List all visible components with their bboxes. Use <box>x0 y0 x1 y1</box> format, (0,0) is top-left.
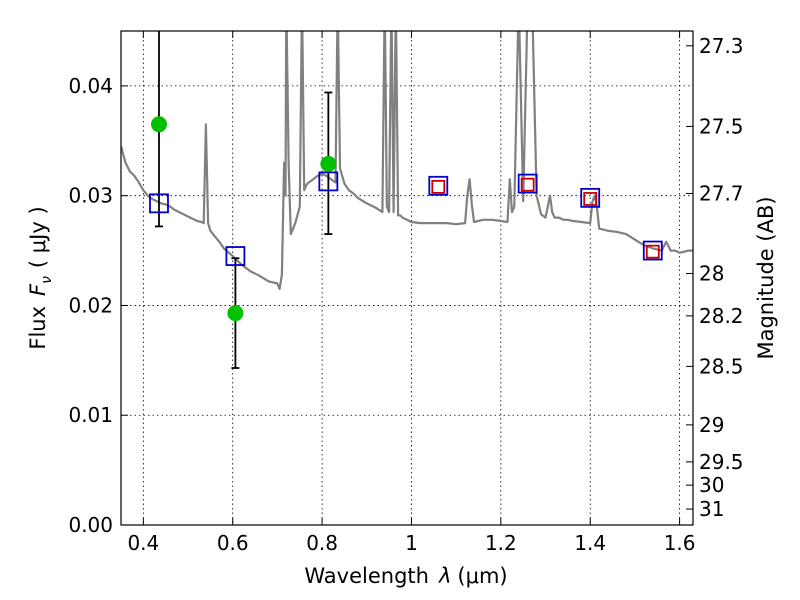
mag-tick-label: 28.5 <box>699 354 744 378</box>
model-flux-square <box>318 171 339 192</box>
mag-tick-label: 29 <box>699 413 724 437</box>
model-flux-square <box>225 246 246 266</box>
x-tick-label: 1.4 <box>574 531 606 555</box>
limit-square <box>520 177 535 192</box>
photometry-point <box>227 305 244 322</box>
mag-tick-label: 31 <box>699 497 724 521</box>
limit-square <box>431 179 446 194</box>
y-tick-label: 0.03 <box>68 184 113 208</box>
model-flux-square <box>149 193 169 214</box>
x-tick-label: 1.6 <box>664 531 696 555</box>
axes: 0.4 0.6 0.8 1 1.2 1.4 1.6 0.00 0.01 0.02 0.03 0.04 2… <box>68 31 744 555</box>
model-flux-square <box>642 240 663 261</box>
x-tick-label: 0.8 <box>306 531 338 555</box>
y-tick-label: 0.04 <box>68 74 113 98</box>
model-flux-square <box>428 175 449 196</box>
plot-frame <box>120 30 694 526</box>
x-axis-label: Wavelength λ (μm) <box>304 564 507 588</box>
x-tick-label: 0.4 <box>127 531 159 555</box>
mag-tick-label: 28.2 <box>699 304 744 328</box>
limit-square <box>583 192 598 206</box>
mag-tick-label: 30 <box>699 473 724 497</box>
y-axis-label: FluxFν( μJy ) <box>26 206 55 349</box>
model-flux-square <box>517 173 538 194</box>
mag-tick-label: 29.5 <box>699 450 744 474</box>
y-tick-label: 0.00 <box>68 513 113 537</box>
mag-tick-label: 28 <box>699 261 724 285</box>
x-tick-label: 1 <box>405 531 418 555</box>
plot-area <box>121 31 693 369</box>
x-tick-label: 0.6 <box>217 531 249 555</box>
grid-lines <box>121 31 693 526</box>
mag-tick-label: 27.5 <box>699 114 744 138</box>
sed-line <box>121 31 693 291</box>
y-tick-label: 0.02 <box>68 293 113 317</box>
mag-tick-label: 27.3 <box>699 34 744 58</box>
y-tick-label: 0.01 <box>68 403 113 427</box>
photometry-point <box>150 116 167 133</box>
photometry-point <box>320 155 337 172</box>
model-flux-square <box>580 187 601 208</box>
x-tick-label: 1.2 <box>485 531 517 555</box>
mag-tick-label: 27.7 <box>699 181 744 205</box>
limit-square <box>645 244 660 259</box>
y-axis-right-label: Magnitude (AB) <box>754 196 778 359</box>
